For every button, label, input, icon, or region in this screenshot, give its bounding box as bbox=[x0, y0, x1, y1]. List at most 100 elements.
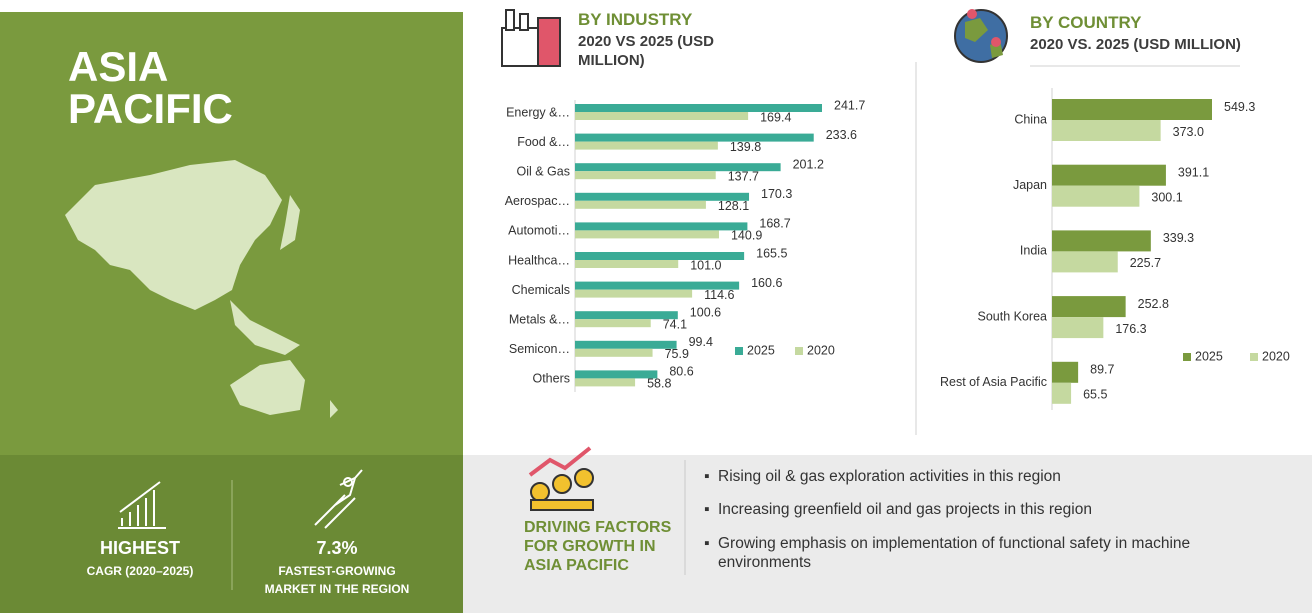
chart-title: BY INDUSTRY bbox=[578, 10, 693, 29]
legend-label: 2025 bbox=[1195, 349, 1223, 363]
bar bbox=[1052, 99, 1212, 120]
data-label: 170.3 bbox=[761, 187, 792, 201]
category-label: China bbox=[1014, 112, 1047, 126]
driver-item: Increasing greenfield oil and gas projec… bbox=[704, 500, 1238, 519]
data-label: 339.3 bbox=[1163, 231, 1194, 245]
bar bbox=[1052, 251, 1118, 273]
category-label: Rest of Asia Pacific bbox=[940, 375, 1047, 389]
data-label: 176.3 bbox=[1115, 322, 1146, 336]
category-label: Energy &… bbox=[506, 105, 570, 119]
bar bbox=[575, 319, 651, 328]
stat-value: HIGHEST bbox=[99, 538, 180, 558]
chart-subtitle: 2020 VS. 2025 (USD MILLION) bbox=[1030, 36, 1241, 53]
data-label: 58.8 bbox=[647, 377, 671, 391]
bar bbox=[1052, 382, 1072, 404]
bar bbox=[575, 133, 814, 142]
globe-icon bbox=[954, 9, 1008, 63]
legend-label: 2020 bbox=[807, 343, 835, 357]
bar bbox=[575, 230, 719, 239]
data-label: 252.8 bbox=[1138, 297, 1169, 311]
bar bbox=[575, 192, 750, 201]
legend-swatch bbox=[735, 347, 743, 355]
data-label: 549.3 bbox=[1224, 100, 1255, 114]
bar bbox=[575, 200, 706, 209]
legend-label: 2025 bbox=[747, 343, 775, 357]
bar bbox=[1052, 361, 1079, 383]
data-label: 169.4 bbox=[760, 110, 791, 124]
category-label: Others bbox=[532, 372, 570, 386]
data-label: 300.1 bbox=[1151, 190, 1182, 204]
bar bbox=[575, 311, 678, 320]
data-label: 89.7 bbox=[1090, 363, 1114, 377]
chart-title: BY COUNTRY bbox=[1030, 13, 1142, 32]
data-label: 233.6 bbox=[826, 128, 857, 142]
bar bbox=[575, 348, 653, 357]
category-label: Food &… bbox=[517, 135, 570, 149]
data-label: 391.1 bbox=[1178, 165, 1209, 179]
bar bbox=[1052, 164, 1166, 186]
driver-item: Rising oil & gas exploration activities … bbox=[704, 467, 1238, 486]
bar bbox=[575, 370, 658, 379]
bar bbox=[1052, 317, 1104, 339]
data-label: 373.0 bbox=[1173, 125, 1204, 139]
data-label: 168.7 bbox=[759, 217, 790, 231]
bar bbox=[575, 112, 749, 120]
data-label: 75.9 bbox=[665, 347, 689, 361]
data-label: 140.9 bbox=[731, 229, 762, 243]
stat-value: 7.3% bbox=[316, 538, 358, 558]
legend-swatch bbox=[1250, 353, 1258, 361]
bar bbox=[1052, 185, 1140, 207]
data-label: 225.7 bbox=[1130, 256, 1161, 270]
region-title: ASIA PACIFIC bbox=[68, 43, 233, 132]
runner-icon bbox=[314, 469, 363, 529]
category-label: Japan bbox=[1013, 178, 1047, 192]
stat-label: CAGR (2020–2025) bbox=[86, 564, 194, 578]
data-label: 137.7 bbox=[728, 169, 759, 183]
data-label: 165.5 bbox=[756, 246, 787, 260]
data-label: 65.5 bbox=[1083, 388, 1107, 402]
category-label: Automoti… bbox=[508, 224, 570, 238]
category-label: Oil & Gas bbox=[517, 164, 571, 178]
stat-label: FASTEST-GROWING MARKET IN THE REGION bbox=[264, 564, 410, 596]
data-label: 139.8 bbox=[730, 140, 761, 154]
chart-icon bbox=[118, 481, 166, 529]
data-label: 201.2 bbox=[793, 157, 824, 171]
map bbox=[65, 160, 282, 310]
bar bbox=[575, 340, 677, 349]
drivers-title: DRIVING FACTORS FOR GROWTH IN ASIA PACIF… bbox=[524, 519, 672, 574]
legend-label: 2020 bbox=[1262, 349, 1290, 363]
bar bbox=[575, 163, 781, 172]
bar bbox=[575, 171, 716, 180]
data-label: 114.6 bbox=[704, 288, 734, 302]
category-label: Metals &… bbox=[509, 312, 570, 326]
bar bbox=[575, 260, 679, 268]
data-label: 101.0 bbox=[690, 258, 721, 272]
data-label: 128.1 bbox=[718, 199, 749, 213]
bar bbox=[575, 104, 822, 112]
data-label: 160.6 bbox=[751, 276, 782, 290]
data-label: 74.1 bbox=[663, 317, 687, 331]
bar bbox=[575, 222, 748, 231]
legend-swatch bbox=[1183, 353, 1191, 361]
category-label: India bbox=[1020, 244, 1047, 258]
bar bbox=[575, 378, 636, 387]
chart-subtitle: 2020 VS 2025 (USD MILLION) bbox=[578, 33, 714, 69]
data-label: 241.7 bbox=[834, 98, 865, 112]
category-label: South Korea bbox=[978, 309, 1048, 323]
bar bbox=[575, 252, 745, 260]
data-label: 80.6 bbox=[669, 365, 693, 379]
bar bbox=[1052, 120, 1161, 141]
data-label: 99.4 bbox=[689, 335, 713, 349]
map bbox=[230, 195, 338, 418]
bar bbox=[575, 289, 693, 298]
category-label: Semicon… bbox=[509, 342, 570, 356]
bar bbox=[575, 141, 718, 150]
driver-item: Growing emphasis on implementation of fu… bbox=[704, 534, 1238, 572]
bar bbox=[575, 281, 740, 290]
category-label: Aerospac… bbox=[505, 194, 570, 208]
growth-icon bbox=[528, 446, 594, 511]
category-label: Healthca… bbox=[508, 253, 570, 267]
bar bbox=[1052, 296, 1126, 318]
category-label: Chemicals bbox=[512, 283, 570, 297]
